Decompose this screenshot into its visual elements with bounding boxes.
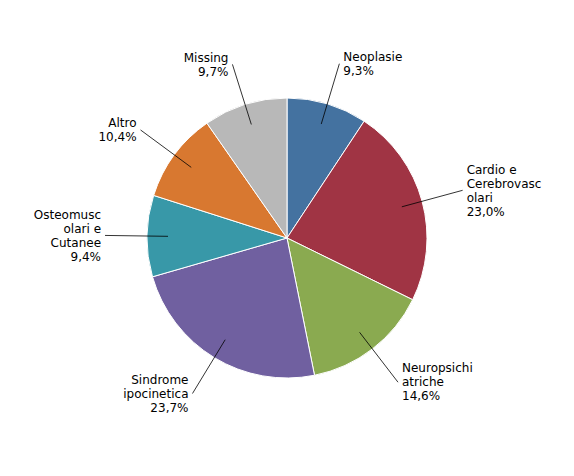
category-label-line: Cutanee: [51, 236, 101, 250]
chart: Neoplasie9,3%Cardio eCerebrovascolari23,…: [0, 0, 574, 476]
leader-line: [360, 332, 398, 382]
leader-line: [105, 235, 168, 237]
category-label-line: Cardio e: [467, 162, 517, 176]
category-label: Altro: [108, 116, 136, 130]
category-label: Neuropsichiatriche: [402, 361, 473, 389]
category-label-line: Neoplasie: [343, 50, 402, 64]
data-label: 9,4%: [71, 250, 102, 264]
pie: Neoplasie9,3%Cardio eCerebrovascolari23,…: [34, 50, 542, 415]
category-label-line: Altro: [108, 116, 136, 130]
leader-line: [232, 64, 251, 124]
category-label-line: Cerebrovasc: [467, 176, 542, 190]
category-label: Missing: [184, 51, 229, 65]
category-label-line: olari e: [64, 222, 102, 236]
leader-line: [321, 64, 339, 124]
data-label: 10,4%: [98, 130, 136, 144]
category-label: Osteomuscolari eCutanee: [34, 208, 101, 250]
category-label-line: atriche: [402, 375, 444, 389]
data-label: 9,3%: [343, 64, 374, 78]
category-label-line: Neuropsichi: [402, 361, 473, 375]
leader-line: [192, 340, 225, 394]
category-label: Neoplasie: [343, 50, 402, 64]
data-label: 23,7%: [150, 401, 188, 415]
leader-line: [141, 130, 192, 167]
labels: Neoplasie9,3%Cardio eCerebrovascolari23,…: [34, 50, 542, 415]
category-label-line: olari: [467, 190, 493, 204]
category-label: Sindromeipocinetica: [123, 373, 188, 401]
slices: [147, 98, 427, 378]
category-label-line: Sindrome: [131, 373, 188, 387]
data-label: 23,0%: [467, 204, 505, 218]
data-label: 14,6%: [402, 389, 440, 403]
data-label: 9,7%: [198, 65, 229, 79]
category-label-line: Missing: [184, 51, 229, 65]
leader-line: [402, 190, 463, 207]
category-label-line: Osteomusc: [34, 208, 101, 222]
category-label-line: ipocinetica: [123, 387, 188, 401]
category-label: Cardio eCerebrovascolari: [467, 162, 542, 204]
slice: [207, 98, 287, 238]
